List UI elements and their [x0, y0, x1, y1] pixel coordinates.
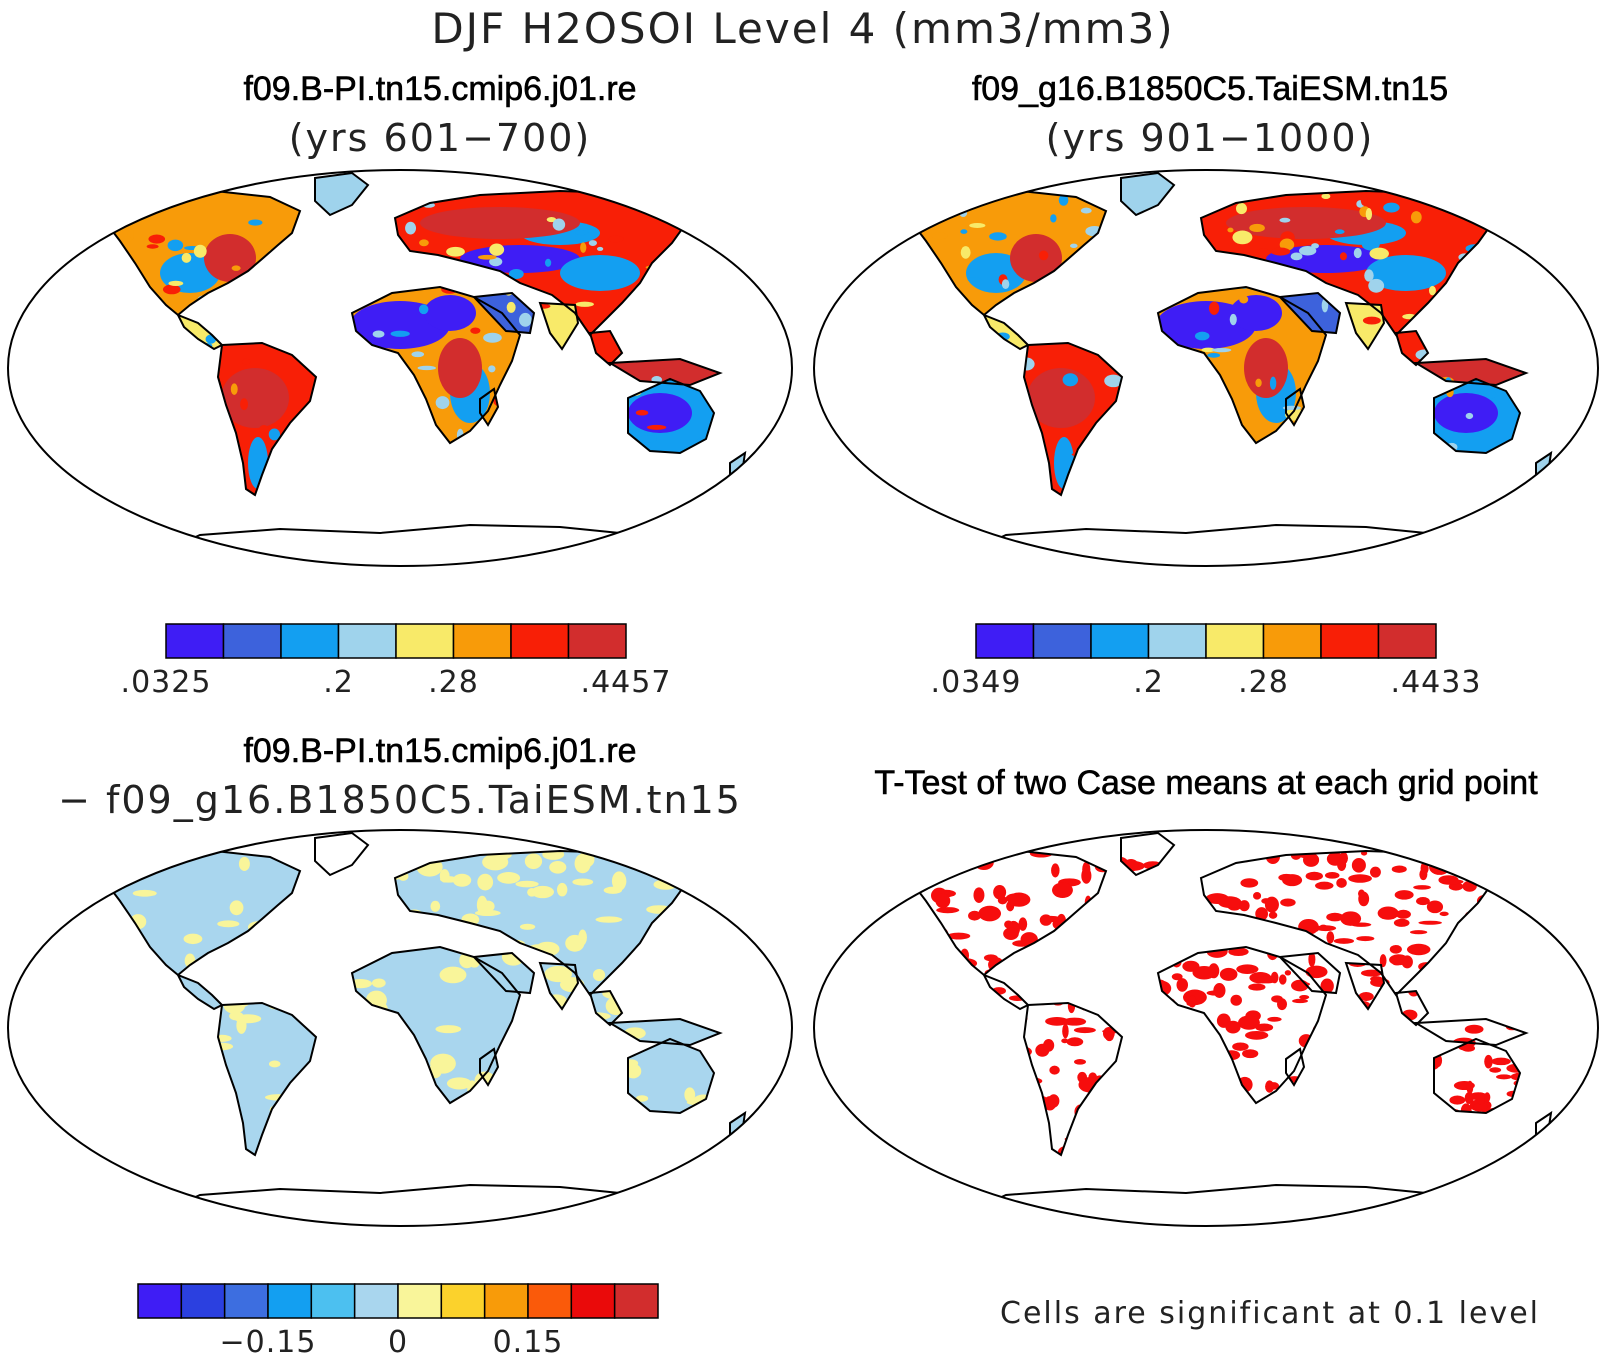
colorbar-swatch — [1147, 623, 1207, 659]
colorbar-swatch — [353, 1283, 399, 1319]
colorbar-swatch — [570, 1283, 616, 1319]
land-centralAmerica — [178, 315, 222, 349]
land-southAmerica — [218, 1003, 316, 1155]
colorbar-swatch — [165, 623, 225, 659]
colorbar-tick-label: .2 — [1133, 665, 1164, 700]
colorbar-swatch — [510, 623, 570, 659]
colorbar-swatch — [395, 623, 455, 659]
colorbar-swatch — [310, 1283, 356, 1319]
colorbar-swatch — [1090, 623, 1150, 659]
colorbar-swatch — [280, 623, 340, 659]
colorbar-tick-label: 0.15 — [493, 1325, 564, 1354]
map-panel-3 — [7, 829, 793, 1227]
panel-1-title: f09.B-PI.tn15.cmip6.j01.re — [243, 70, 637, 109]
map-panel-2 — [813, 169, 1599, 567]
colorbar-swatch — [1320, 623, 1380, 659]
colorbar-swatch — [483, 1283, 529, 1319]
land-australia — [1434, 1039, 1520, 1113]
colorbar-swatch — [975, 623, 1035, 659]
colorbar-tick-label: .4457 — [581, 665, 672, 700]
figure-title: DJF H2OSOI Level 4 (mm3/mm3) — [431, 4, 1175, 53]
colorbar-swatch — [223, 1283, 269, 1319]
colorbar-swatch — [452, 623, 512, 659]
panel-4-title: T-Test of two Case means at each grid po… — [874, 764, 1538, 803]
map-panel-4 — [813, 829, 1599, 1227]
colorbar-tick-label: 0 — [388, 1325, 408, 1354]
land-greenland — [1121, 173, 1174, 215]
colorbar-swatch — [1262, 623, 1322, 659]
colorbar-tick-label: −0.15 — [220, 1325, 317, 1354]
map-panel-1 — [7, 169, 793, 567]
panel-1-subtitle: (yrs 601−700) — [288, 116, 592, 160]
colorbar-swatch — [180, 1283, 226, 1319]
colorbar-tick-label: .4433 — [1391, 665, 1482, 700]
colorbar-panel-3: −0.15 0 0.15 — [137, 1283, 659, 1354]
panel-2-subtitle: (yrs 901−1000) — [1045, 116, 1375, 160]
land-greenland — [315, 833, 368, 875]
significance-note: Cells are significant at 0.1 level — [1000, 1296, 1541, 1331]
colorbar-swatch — [1205, 623, 1265, 659]
land-centralAmerica — [178, 975, 222, 1009]
colorbar-panel-1: .0325 .2 .28 .4457 — [121, 623, 672, 700]
colorbar-tick-label: .28 — [1238, 665, 1289, 700]
land-northAmerica — [95, 851, 300, 975]
colorbar-swatch — [567, 623, 627, 659]
colorbar-swatch — [440, 1283, 486, 1319]
colorbar-panel-2: .0349 .2 .28 .4433 — [931, 623, 1482, 700]
colorbar-swatch — [267, 1283, 313, 1319]
land-africa — [352, 947, 520, 1103]
colorbar-tick-label: .0325 — [121, 665, 212, 700]
land-northAmerica — [901, 851, 1106, 975]
colorbar-swatch — [613, 1283, 659, 1319]
panel-3-subtitle: − f09_g16.B1850C5.TaiESM.tn15 — [58, 778, 742, 822]
land-centralAmerica — [984, 975, 1028, 1009]
colorbar-swatch — [1032, 623, 1092, 659]
colorbar-tick-label: .28 — [428, 665, 479, 700]
colorbar-swatch — [137, 1283, 183, 1319]
colorbar-swatch — [337, 623, 397, 659]
colorbar-swatch — [222, 623, 282, 659]
colorbar-swatch — [527, 1283, 573, 1319]
colorbar-swatch — [1377, 623, 1437, 659]
land-arabia — [474, 293, 534, 333]
colorbar-tick-label: .0349 — [931, 665, 1022, 700]
panel-2-title: f09_g16.B1850C5.TaiESM.tn15 — [971, 70, 1449, 109]
colorbar-swatch — [397, 1283, 443, 1319]
land-centralAmerica — [984, 315, 1028, 349]
land-greenland — [315, 173, 368, 215]
colorbar-tick-label: .2 — [323, 665, 354, 700]
panel-3-title: f09.B-PI.tn15.cmip6.j01.re — [243, 732, 637, 771]
